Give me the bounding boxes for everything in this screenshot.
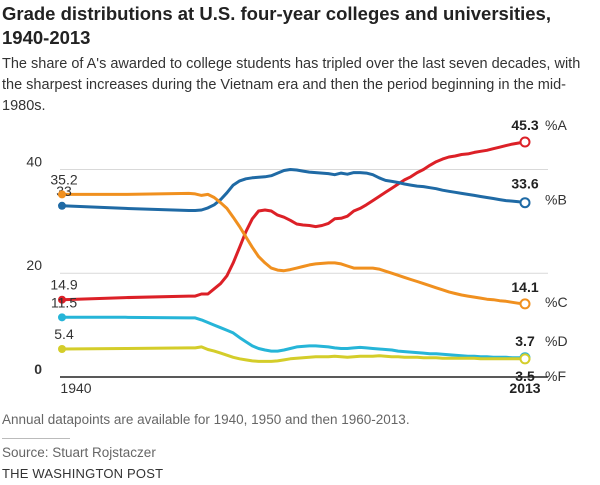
- start-marker-c: [58, 190, 66, 199]
- y-tick-label: 40: [26, 153, 42, 169]
- data-note: Annual datapoints are available for 1940…: [2, 412, 410, 427]
- series-line-d: [60, 315, 527, 360]
- start-marker-a: [58, 295, 66, 304]
- end-marker-b: [519, 197, 531, 209]
- start-value-label: 14.9: [50, 277, 77, 293]
- divider: [2, 438, 70, 439]
- end-value-label: 45.3: [511, 117, 538, 133]
- x-tick-label: 1940: [60, 380, 91, 396]
- series-name-label: %A: [545, 117, 567, 133]
- end-value-label: 33.6: [511, 176, 538, 192]
- start-value-label: 35.2: [50, 171, 77, 187]
- end-value-label: 14.1: [511, 279, 538, 295]
- series-name-label: %B: [545, 192, 567, 208]
- source-credit: Source: Stuart Rojstaczer: [2, 445, 156, 460]
- series-line-f: [60, 345, 527, 363]
- publisher-brand: THE WASHINGTON POST: [2, 466, 164, 481]
- start-marker-b: [58, 201, 66, 210]
- chart-title: Grade distributions at U.S. four-year co…: [2, 3, 551, 48]
- end-marker-c: [519, 298, 531, 310]
- series-line-b: [60, 168, 527, 212]
- start-marker-d: [58, 313, 66, 322]
- series-name-label: %D: [545, 333, 568, 349]
- end-marker-f: [519, 353, 531, 365]
- start-value-label: 5.4: [54, 326, 74, 342]
- series-name-label: %F: [545, 368, 566, 384]
- end-value-label: 3.7: [515, 333, 535, 349]
- end-marker-a: [519, 136, 531, 148]
- start-value-label: 11.5: [51, 294, 77, 310]
- end-value-label: 3.5: [515, 368, 535, 384]
- start-marker-f: [58, 344, 66, 353]
- x-tick-label: 2013: [509, 380, 540, 396]
- y-tick-label: 20: [26, 257, 42, 273]
- series-line-a: [60, 140, 527, 302]
- series-name-label: %C: [545, 294, 568, 310]
- series-line-c: [60, 191, 527, 306]
- chart-subtitle: The share of A's awarded to college stud…: [2, 56, 581, 114]
- y-tick-label: 0: [34, 361, 42, 377]
